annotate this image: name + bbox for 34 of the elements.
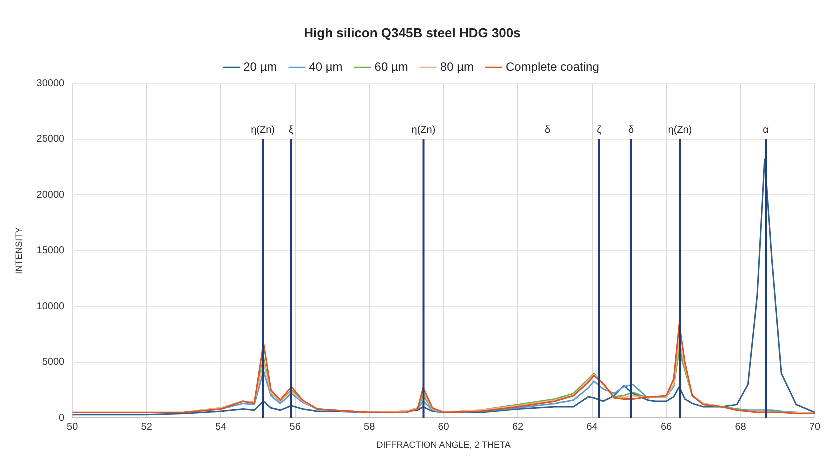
y-axis-title: INTENSITY — [14, 227, 24, 274]
ref-line-label: ξ — [289, 125, 294, 136]
chart-title: High silicon Q345B steel HDG 300s — [304, 25, 521, 40]
x-tick-label: 52 — [141, 422, 153, 433]
x-tick-label: 56 — [290, 422, 302, 433]
x-tick-label: 58 — [364, 422, 376, 433]
legend-label: 80 µm — [440, 60, 474, 74]
ref-line-label: α — [763, 125, 770, 136]
y-tick-label: 15000 — [36, 246, 66, 257]
y-tick-label: 0 — [59, 412, 66, 424]
y-tick-label: 10000 — [36, 301, 66, 312]
ref-line-label: η(Zn) — [668, 125, 692, 136]
legend-label: 60 µm — [374, 60, 408, 74]
ref-line-label: η(Zn) — [412, 125, 436, 136]
y-tick-label: 30000 — [36, 78, 66, 90]
annotation: δ — [544, 125, 551, 136]
ref-line-label: ζ — [597, 125, 602, 136]
x-tick-label: 68 — [735, 422, 747, 433]
y-tick-label: 20000 — [36, 190, 66, 201]
y-tick-label: 25000 — [36, 134, 66, 146]
legend-label: 40 µm — [309, 60, 343, 74]
x-tick-label: 60 — [438, 422, 450, 433]
x-tick-label: 50 — [67, 422, 79, 433]
x-tick-label: 70 — [809, 422, 821, 433]
x-tick-label: 62 — [512, 422, 524, 433]
x-tick-label: 64 — [586, 422, 598, 433]
x-axis-title: DIFFRACTION ANGLE, 2 THETA — [376, 440, 511, 450]
x-tick-label: 54 — [216, 422, 228, 433]
x-tick-label: 66 — [660, 422, 673, 433]
ref-line-label: δ — [628, 125, 634, 136]
legend-label: 20 µm — [244, 60, 278, 74]
y-tick-label: 5000 — [42, 357, 66, 368]
legend-label: Complete coating — [506, 60, 600, 74]
ref-line-label: η(Zn) — [251, 125, 275, 136]
